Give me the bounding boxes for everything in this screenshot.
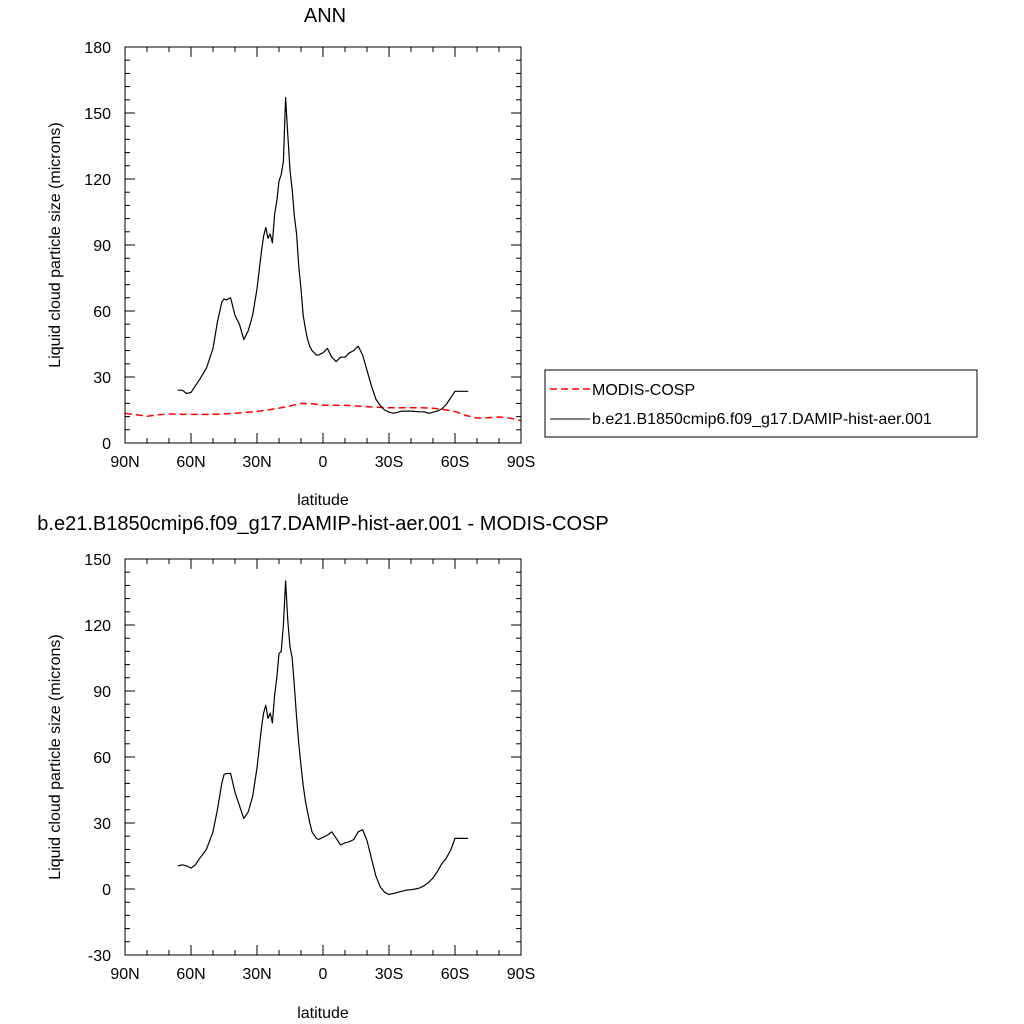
x-tick-label: 90N [110,454,139,471]
legend-label-modis: MODIS-COSP [592,382,695,399]
chart-title: ANN [304,5,346,27]
series-line-difference [177,580,469,896]
y-tick-label: 90 [93,684,111,701]
x-tick-label: 60S [441,454,469,471]
x-tick-label: 0 [319,966,328,983]
x-tick-label: 0 [319,454,328,471]
y-tick-label: 0 [102,436,111,453]
x-tick-label: 30S [375,454,403,471]
x-tick-label: 60N [176,454,205,471]
axis-ticks: 90N 60N 30N 0 30S 60S 90S 0 30 60 90 120 150 180 [84,40,535,471]
y-tick-label: 60 [93,750,111,767]
series-line-modis-cosp [124,402,522,422]
y-tick-label: 90 [93,238,111,255]
legend: MODIS-COSP b.e21.B1850cmip6.f09_g17.DAMI… [544,369,978,438]
x-tick-label: 60N [176,966,205,983]
y-tick-label: 0 [102,882,111,899]
top-panel: ANN Liquid cloud particle size (microns)… [47,5,535,509]
y-tick-label: 30 [93,816,111,833]
y-tick-label: 30 [93,370,111,387]
y-axis-label: Liquid cloud particle size (microns) [47,634,64,879]
y-tick-label: 120 [84,172,111,189]
x-tick-label: 90S [507,966,535,983]
x-tick-label: 90N [110,966,139,983]
plot-frame [124,558,522,956]
x-axis-label: latitude [297,1005,349,1022]
series-line-model [177,96,469,414]
legend-box [544,369,978,438]
chart-title: b.e21.B1850cmip6.f09_g17.DAMIP-hist-aer.… [37,513,608,535]
x-tick-label: 30N [242,454,271,471]
x-tick-label: 90S [507,454,535,471]
axis-ticks: 90N 60N 30N 0 30S 60S 90S -30 0 30 60 90 120 150 [84,552,535,983]
x-axis-label: latitude [297,492,349,509]
bottom-panel: b.e21.B1850cmip6.f09_g17.DAMIP-hist-aer.… [37,513,608,1022]
y-tick-label: 150 [84,106,111,123]
y-tick-label: 120 [84,618,111,635]
x-tick-label: 60S [441,966,469,983]
plot-series [124,96,522,422]
y-axis-label: Liquid cloud particle size (microns) [47,122,64,367]
legend-label-model: b.e21.B1850cmip6.f09_g17.DAMIP-hist-aer.… [592,411,932,428]
y-tick-label: 60 [93,304,111,321]
x-tick-label: 30S [375,966,403,983]
plot-series [177,580,469,896]
y-tick-label: -30 [88,948,111,965]
plot-frame [124,46,522,444]
y-tick-label: 180 [84,40,111,57]
y-tick-label: 150 [84,552,111,569]
x-tick-label: 30N [242,966,271,983]
